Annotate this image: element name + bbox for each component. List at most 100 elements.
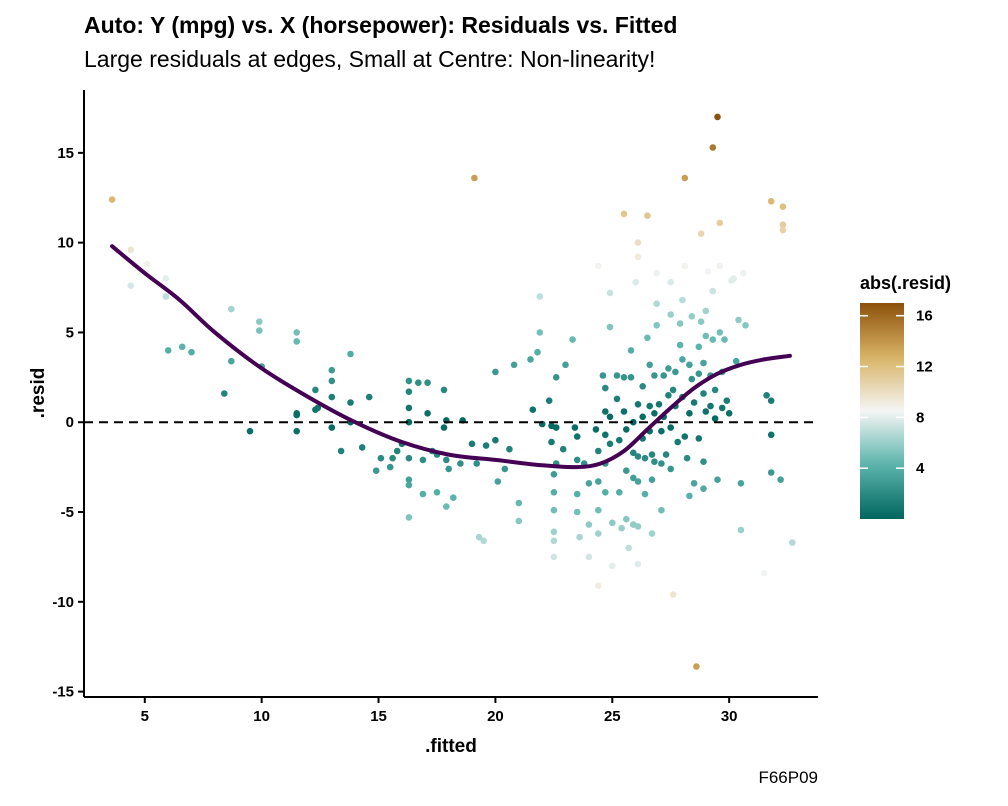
data-point [559,445,567,453]
data-point [314,404,322,412]
x-axis-ticks: 5 10 15 20 25 30 [141,697,738,725]
y-tick-label: -5 [61,504,74,521]
data-point [602,384,609,392]
legend-colorbar [860,303,904,519]
data-point [405,404,413,412]
data-point [634,253,642,261]
data-point [714,476,721,484]
data-point [255,318,263,326]
data-point [473,460,481,467]
data-point [711,386,719,394]
x-tick-label: 30 [721,708,738,725]
x-tick-label: 15 [370,708,387,725]
data-point [595,582,602,589]
data-point [221,390,228,397]
data-point [658,506,665,514]
data-point [393,447,401,455]
data-point [767,397,775,405]
data-point [665,365,672,372]
data-point [707,402,714,410]
data-point [732,357,740,365]
data-point [767,431,775,439]
data-point [634,560,642,568]
data-point [667,278,674,286]
data-point [651,410,658,417]
data-point [648,530,656,537]
data-point [536,329,544,336]
y-tick-label: 15 [57,145,74,162]
data-point [779,226,787,234]
data-point [573,433,581,440]
data-point [679,296,686,304]
data-point [494,478,502,485]
x-tick-label: 5 [141,708,149,725]
data-point [683,454,691,462]
data-point [433,489,441,496]
data-point [595,262,602,270]
data-point [550,506,558,514]
y-tick-label: 0 [66,414,74,431]
x-tick-label: 10 [253,708,270,725]
data-point [653,269,660,277]
data-point [552,374,560,381]
legend-title: abs(.resid) [860,273,951,293]
data-point [419,490,427,498]
data-point [646,402,653,410]
legend-tick-label: 12 [916,359,933,376]
y-axis-title: .resid [28,368,49,419]
data-point [143,260,151,268]
data-point [569,336,576,343]
data-point [595,530,602,537]
data-point [312,386,319,394]
data-point [700,359,707,367]
data-point [468,440,476,448]
data-point [372,467,380,475]
data-point [127,246,135,254]
data-point [718,404,726,412]
data-point [606,323,614,331]
data-point [228,305,235,313]
data-point [443,503,450,510]
data-point [630,449,637,457]
data-point [552,424,560,431]
data-point [779,221,787,228]
data-point [789,539,796,546]
data-point [108,196,116,203]
data-point [644,334,651,342]
data-point [562,361,569,369]
data-point [571,424,579,431]
data-point [534,348,541,356]
data-point [576,533,583,541]
data-point [440,386,448,394]
data-point [737,526,745,534]
data-point [700,458,707,466]
data-point [634,401,642,408]
data-point [328,366,336,374]
data-point [688,375,696,383]
chart-subtitle: Large residuals at edges, Small at Centr… [84,46,656,72]
data-point [679,356,686,363]
data-point [620,210,628,218]
data-point [767,198,775,205]
data-point [606,289,614,297]
data-point [690,399,698,406]
data-point [777,476,784,484]
data-point [337,447,345,455]
data-point [763,392,770,399]
data-point [529,406,537,414]
data-point [695,435,703,442]
data-point [665,392,672,399]
data-point [630,418,637,426]
data-point [585,521,593,528]
data-point [228,357,235,365]
color-legend: abs(.resid) 4 8 12 16 [860,273,951,519]
data-point [424,410,431,417]
legend-tick-label: 8 [916,409,924,426]
data-point [585,480,593,487]
data-point [506,445,513,453]
data-point [293,427,301,435]
data-point [653,322,660,329]
data-point [492,436,499,444]
data-point [606,413,614,421]
data-point [634,239,642,246]
